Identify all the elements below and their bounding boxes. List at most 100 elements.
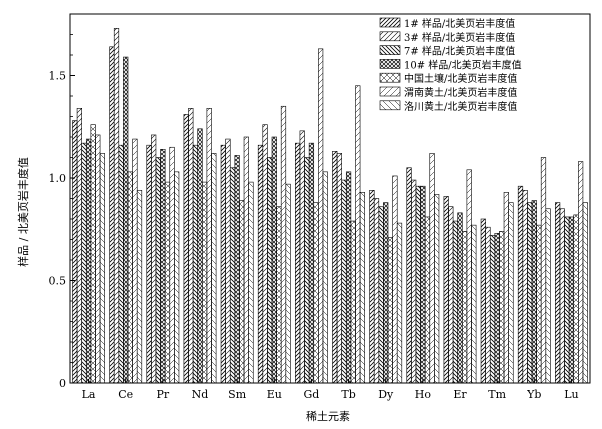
x-tick-label: Er	[453, 388, 467, 401]
bar-Yb-series-4	[531, 200, 537, 384]
bar-Tb-series-2	[336, 153, 342, 384]
bar-Tb-series-3	[341, 179, 347, 384]
bar-Yb-series-7	[545, 208, 551, 384]
bar-Dy-series-2	[373, 198, 380, 384]
legend-label: 1# 样品/北美页岩丰度值	[404, 17, 515, 30]
x-tick-label: Ho	[415, 388, 432, 401]
bar-Ho-series-2	[411, 179, 417, 384]
bar-Tb-series-4	[345, 171, 352, 384]
bar-Lu-series-3	[564, 216, 570, 384]
bar-Er-series-6	[466, 169, 472, 384]
legend-label: 中国土壤/北美页岩丰度值	[404, 72, 517, 85]
bar-Gd-series-4	[308, 142, 315, 384]
y-tick-label: 1.5	[49, 70, 67, 83]
x-tick-label: Tm	[488, 388, 506, 401]
bar-Nd-series-6	[206, 108, 212, 384]
bar-Dy-series-3	[378, 206, 384, 384]
x-tick-label: Tb	[341, 388, 355, 401]
x-tick-label: La	[82, 388, 96, 401]
x-tick-label: Pr	[157, 388, 170, 401]
bar-La-series-7	[99, 153, 105, 384]
bar-Gd-series-7	[322, 171, 328, 384]
y-axis-title: 样品 / 北美页岩丰度值	[16, 157, 30, 267]
bar-Eu-series-2	[262, 124, 268, 384]
bar-Sm-series-5	[239, 200, 245, 384]
y-tick-label: 0.5	[49, 275, 67, 288]
bar-Gd-series-6	[318, 48, 324, 384]
bar-Ho-series-5	[424, 216, 431, 384]
bar-Nd-series-3	[192, 144, 199, 384]
bar-Tm-series-2	[485, 226, 491, 384]
bar-Pr-series-7	[174, 171, 180, 384]
bar-Er-series-4	[457, 212, 463, 384]
x-tick-label: Lu	[564, 388, 578, 401]
bar-La-series-1	[72, 120, 78, 384]
legend-swatch	[379, 100, 401, 111]
bar-Pr-series-2	[151, 134, 157, 384]
legend-swatch	[379, 72, 401, 83]
bar-Pr-series-1	[146, 144, 152, 384]
legend-label: 渭南黄土/北美页岩丰度值	[404, 86, 517, 99]
bar-Gd-series-2	[299, 130, 305, 384]
bar-Pr-series-4	[160, 149, 166, 384]
bar-Lu-series-2	[559, 208, 565, 384]
bar-Sm-series-2	[225, 138, 231, 384]
bar-Dy-series-6	[392, 175, 398, 384]
bar-Ce-series-6	[132, 138, 138, 384]
bar-Lu-series-6	[578, 161, 584, 384]
bar-Eu-series-6	[280, 105, 287, 384]
y-axis: 0 0.5 1.0 1.5	[49, 34, 75, 390]
bar-Sm-series-6	[243, 136, 249, 384]
bar-Gd-series-1	[295, 142, 301, 384]
bar-Lu-series-1	[555, 202, 561, 384]
legend-swatch	[379, 59, 401, 69]
bar-Er-series-5	[461, 231, 468, 384]
bar-Pr-series-5	[164, 181, 171, 384]
x-tick-label: Dy	[378, 388, 394, 401]
bar-Gd-series-5	[313, 202, 319, 384]
bar-Lu-series-5	[573, 214, 579, 384]
legend-label: 3# 样品/北美页岩丰度值	[404, 31, 515, 44]
bar-Sm-series-7	[248, 181, 254, 384]
bar-Ce-series-1	[109, 46, 115, 384]
bar-Tm-series-3	[489, 235, 496, 384]
bar-Dy-series-5	[387, 237, 393, 384]
bar-Lu-series-7	[582, 202, 588, 384]
legend-swatch	[379, 17, 401, 28]
bar-Ce-series-4	[123, 56, 129, 384]
legend-swatch	[379, 31, 401, 42]
bar-Sm-series-4	[234, 155, 240, 384]
bar-Ho-series-6	[429, 153, 435, 384]
bar-Yb-series-6	[540, 157, 547, 384]
bar-Yb-series-1	[517, 185, 524, 384]
y-tick-label: 0	[59, 377, 66, 390]
bar-Sm-series-1	[220, 144, 226, 384]
legend-label: 洛川黄土/北美页岩丰度值	[404, 100, 517, 113]
legend-swatch	[379, 45, 401, 55]
bar-Ho-series-7	[434, 194, 440, 384]
bar-Lu-series-4	[568, 216, 575, 384]
x-tick-label: Eu	[267, 388, 282, 401]
bar-Sm-series-3	[229, 167, 236, 384]
bars	[72, 28, 588, 384]
bar-Ce-series-3	[118, 144, 124, 384]
bar-Tb-series-5	[350, 220, 356, 384]
bar-La-series-3	[81, 142, 87, 384]
x-tick-label: Yb	[526, 388, 541, 401]
bar-La-series-6	[95, 134, 101, 384]
legend-swatch	[379, 86, 401, 97]
bar-Eu-series-1	[257, 144, 264, 384]
bar-Tm-series-7	[508, 202, 514, 384]
bar-Pr-series-3	[155, 157, 161, 384]
bar-Ce-series-2	[113, 28, 120, 384]
x-tick-label: Sm	[228, 388, 247, 401]
x-tick-label: Nd	[192, 388, 209, 401]
bar-Nd-series-7	[211, 153, 217, 384]
bar-Dy-series-7	[396, 222, 403, 384]
bar-Er-series-1	[443, 196, 449, 384]
bar-Nd-series-5	[202, 181, 208, 384]
x-tick-label: Gd	[304, 388, 320, 401]
bar-Yb-series-2	[522, 190, 528, 384]
bar-La-series-4	[85, 138, 92, 384]
